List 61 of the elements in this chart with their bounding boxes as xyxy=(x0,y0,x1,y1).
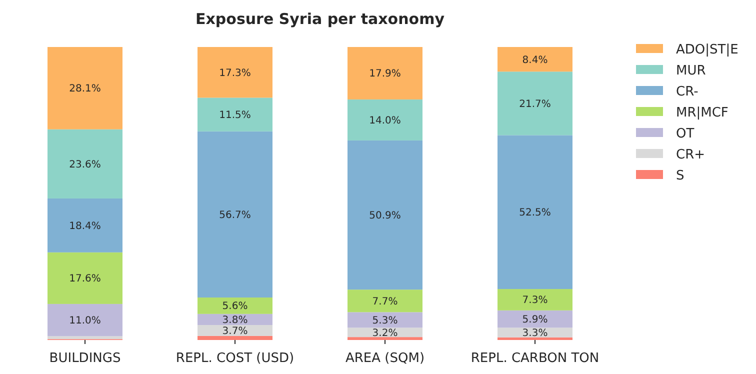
data-label: 3.7% xyxy=(222,326,248,337)
data-label: 28.1% xyxy=(69,84,101,95)
bar xyxy=(198,298,272,314)
bar xyxy=(198,47,272,98)
bar xyxy=(48,304,122,336)
data-label: 21.7% xyxy=(519,98,551,110)
data-label: 3.3% xyxy=(522,328,548,340)
data-label: 52.5% xyxy=(519,208,551,219)
bar xyxy=(198,131,272,298)
chart-title: Exposure Syria per taxonomy xyxy=(195,10,445,28)
x-tick-label: BUILDINGS xyxy=(49,351,121,366)
bar xyxy=(198,325,272,336)
bar xyxy=(198,98,272,132)
bar xyxy=(498,328,572,338)
bar xyxy=(348,47,422,100)
data-label: 17.9% xyxy=(369,68,401,80)
legend-label: MR|MCF xyxy=(676,106,728,121)
x-tick-label: AREA (SQM) xyxy=(345,351,425,366)
data-label: 8.4% xyxy=(522,54,548,66)
data-label: 5.6% xyxy=(222,301,248,312)
bar xyxy=(48,336,122,340)
data-label: 5.3% xyxy=(372,315,398,326)
bar xyxy=(348,337,422,340)
bar xyxy=(348,312,422,328)
data-label: 3.2% xyxy=(372,328,398,339)
x-tick-label: REPL. COST (USD) xyxy=(176,351,294,366)
bar xyxy=(498,72,572,136)
bar xyxy=(48,129,122,198)
data-label: 5.9% xyxy=(522,314,548,326)
data-label: 11.5% xyxy=(219,110,251,122)
data-label: 7.3% xyxy=(522,295,548,306)
data-label: 14.0% xyxy=(369,115,401,126)
bar xyxy=(498,310,572,328)
legend-label: MUR xyxy=(676,64,706,79)
x-tick-label: REPL. CARBON TON xyxy=(470,351,600,366)
legend-label: ADO|ST|E xyxy=(676,42,738,58)
data-label: 17.6% xyxy=(69,274,101,285)
data-label: 23.6% xyxy=(69,159,101,170)
data-label: 3.8% xyxy=(222,314,248,326)
bar xyxy=(198,336,272,340)
data-label: 17.3% xyxy=(219,68,251,79)
bar xyxy=(348,99,422,140)
legend-label: S xyxy=(676,168,684,184)
data-label: 11.0% xyxy=(69,316,101,327)
bar xyxy=(498,337,572,340)
bar xyxy=(498,289,572,310)
bar xyxy=(348,140,422,290)
data-label: 50.9% xyxy=(369,210,401,222)
bar xyxy=(48,198,122,252)
legend-label: CR- xyxy=(676,84,699,100)
data-label: 56.7% xyxy=(219,210,251,221)
legend-label: CR+ xyxy=(676,148,706,163)
bar xyxy=(348,290,422,312)
data-label: 18.4% xyxy=(69,220,101,232)
bar xyxy=(48,47,122,130)
bar xyxy=(48,252,122,304)
legend-label: OT xyxy=(676,126,694,142)
bar xyxy=(498,135,572,290)
data-label: 7.7% xyxy=(372,296,398,308)
bar xyxy=(348,328,422,338)
bar xyxy=(498,47,572,72)
